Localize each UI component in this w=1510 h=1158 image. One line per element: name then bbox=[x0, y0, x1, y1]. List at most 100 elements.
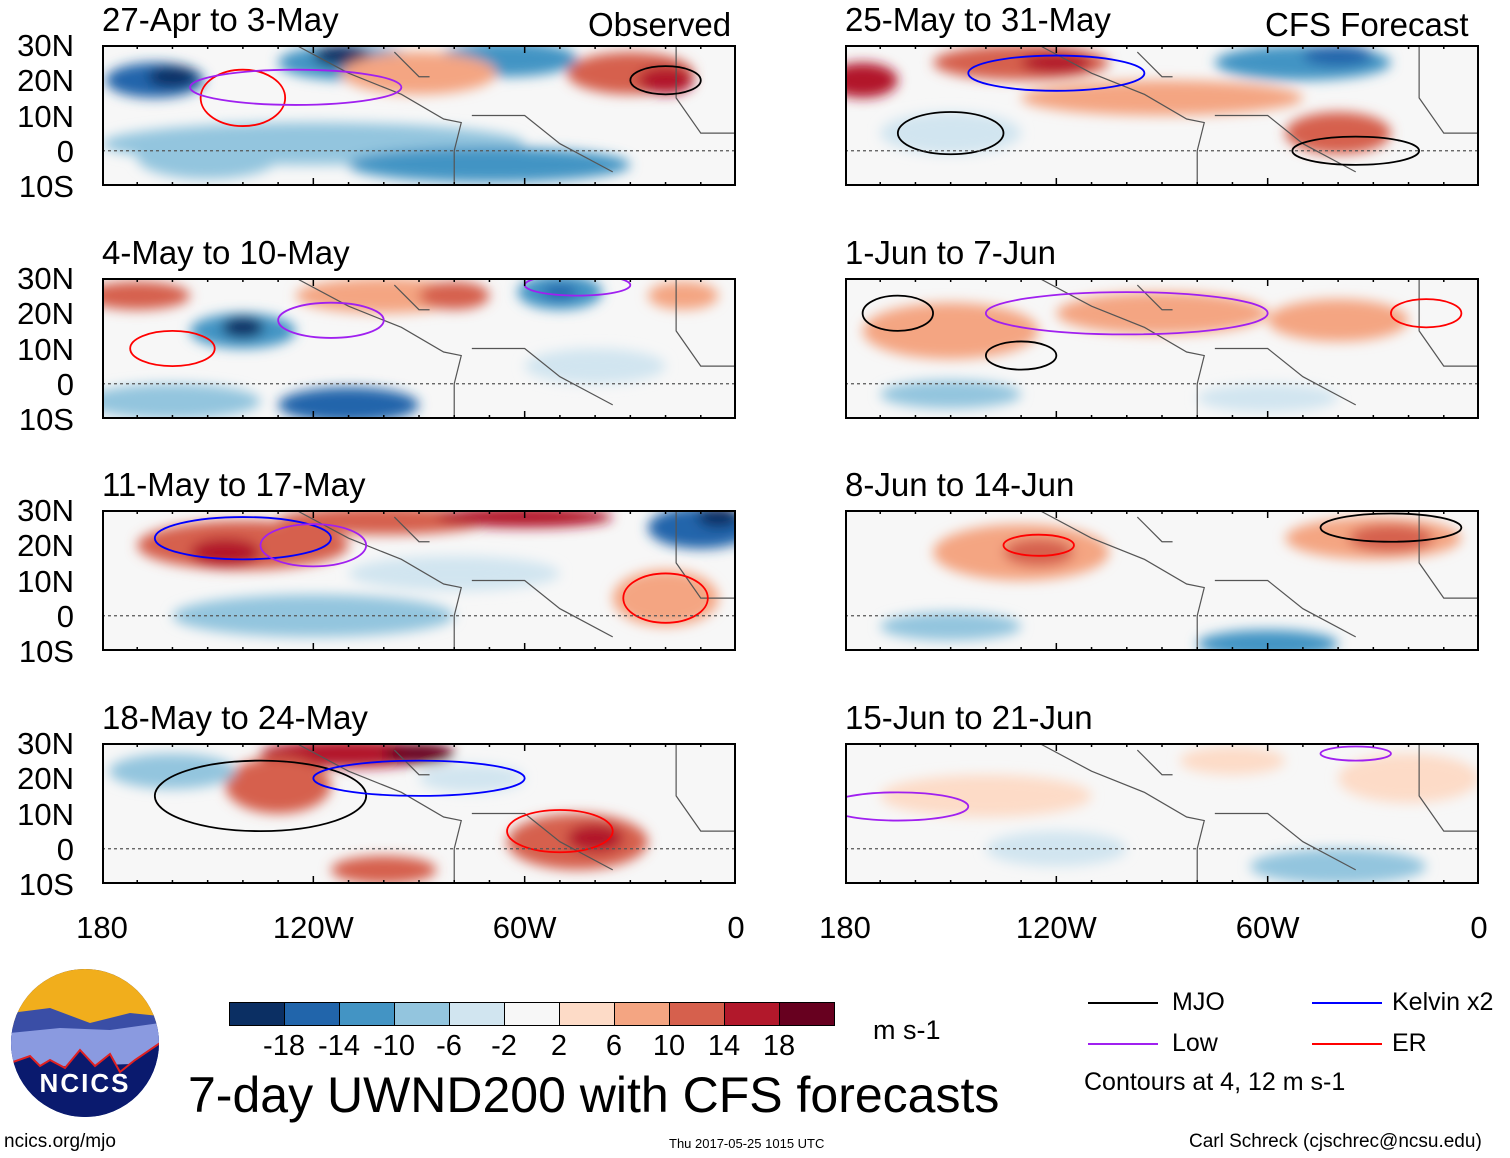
anomaly-region bbox=[225, 757, 331, 814]
anomaly-region bbox=[880, 111, 1022, 155]
anomaly-region bbox=[1021, 80, 1303, 116]
anomaly-region bbox=[566, 824, 624, 853]
colorbar-label: 18 bbox=[762, 1030, 796, 1062]
anomaly-region bbox=[330, 855, 437, 884]
anomaly-region bbox=[1021, 52, 1092, 74]
anomaly-region bbox=[436, 510, 613, 528]
y-tick-label: 0 bbox=[56, 366, 74, 402]
forecast-map-panel bbox=[845, 45, 1479, 186]
logo-text: NCICS bbox=[40, 1068, 131, 1098]
wave-contour bbox=[967, 54, 1146, 92]
y-tick-label: 30N bbox=[17, 726, 74, 761]
wave-contour bbox=[259, 523, 368, 568]
panel-title: 27-Apr to 3-May bbox=[102, 1, 339, 38]
coastline bbox=[295, 278, 736, 419]
y-tick-label: 30N bbox=[17, 493, 74, 528]
y-tick-label: 10S bbox=[18, 634, 74, 669]
legend-low: Low bbox=[1172, 1029, 1218, 1057]
x-tick-label: 120W bbox=[1015, 910, 1097, 945]
wave-contour bbox=[129, 329, 216, 368]
x-tick-label: 60W bbox=[1235, 910, 1300, 945]
anomaly-region bbox=[419, 281, 490, 310]
wave-contour bbox=[312, 759, 526, 797]
coastline bbox=[295, 45, 736, 186]
wave-contour bbox=[1291, 135, 1421, 166]
anomaly-region bbox=[1348, 524, 1434, 553]
anomaly-region bbox=[524, 348, 666, 384]
forecast-map-panel bbox=[845, 510, 1479, 651]
anomaly-region bbox=[190, 538, 261, 567]
colorbar-label: -14 bbox=[318, 1030, 360, 1062]
wave-contour bbox=[199, 68, 287, 127]
y-tick-label: 0 bbox=[56, 598, 74, 634]
colorbar-label: -2 bbox=[491, 1030, 517, 1062]
contour-note: Contours at 4, 12 m s-1 bbox=[1084, 1068, 1346, 1096]
forecast-map-panel bbox=[845, 743, 1479, 884]
wave-contour bbox=[1002, 533, 1075, 557]
colorbar-swatch bbox=[230, 1003, 285, 1025]
colorbar-swatch bbox=[725, 1003, 780, 1025]
anomaly-region bbox=[1250, 848, 1427, 884]
y-tick-label: 30N bbox=[17, 261, 74, 296]
anomaly-region bbox=[1056, 292, 1268, 335]
observed-map-panel bbox=[102, 278, 736, 419]
x-tick-label: 0 bbox=[727, 910, 745, 945]
anomaly-region bbox=[880, 774, 1092, 818]
source-url[interactable]: ncics.org/mjo bbox=[4, 1131, 116, 1152]
y-tick-label: 20N bbox=[17, 63, 74, 99]
colorbar-swatch bbox=[505, 1003, 560, 1025]
observed-map-panel bbox=[102, 510, 736, 651]
anomaly-region bbox=[1197, 629, 1339, 651]
y-tick-label: 10S bbox=[18, 169, 74, 204]
coastline bbox=[295, 743, 736, 884]
y-tick-label: 10N bbox=[17, 563, 74, 599]
wave-contour bbox=[1390, 298, 1463, 329]
colorbar bbox=[229, 1002, 835, 1026]
coastline bbox=[1038, 45, 1479, 186]
anomaly-region bbox=[647, 281, 719, 310]
y-tick-label: 10N bbox=[17, 796, 74, 832]
anomaly-region bbox=[862, 302, 1039, 360]
panel-title: 8-Jun to 14-Jun bbox=[845, 466, 1075, 503]
y-tick-label: 20N bbox=[17, 761, 74, 797]
x-tick-label: 0 bbox=[1470, 910, 1488, 945]
panel-title: 15-Jun to 21-Jun bbox=[845, 699, 1093, 736]
y-tick-label: 10N bbox=[17, 331, 74, 367]
y-tick-label: 10S bbox=[18, 402, 74, 437]
y-tick-label: 20N bbox=[17, 528, 74, 564]
wave-contour bbox=[845, 791, 970, 822]
anomaly-region bbox=[137, 136, 279, 179]
timestamp: Thu 2017-05-25 1015 UTC bbox=[669, 1136, 825, 1151]
x-tick-label: 60W bbox=[492, 910, 557, 945]
colorbar-swatch bbox=[615, 1003, 670, 1025]
y-tick-label: 0 bbox=[56, 133, 74, 169]
anomaly-region bbox=[880, 380, 1022, 409]
anomaly-region bbox=[383, 743, 455, 765]
anomaly-region bbox=[1285, 111, 1391, 155]
anomaly-region bbox=[348, 555, 560, 592]
anomaly-region bbox=[348, 147, 631, 183]
wave-contour bbox=[189, 68, 403, 106]
anomaly-region bbox=[147, 66, 198, 88]
credit: Carl Schreck (cjschrec@ncsu.edu) bbox=[1189, 1131, 1482, 1152]
wave-contour bbox=[506, 809, 614, 854]
anomaly-region bbox=[1197, 383, 1339, 412]
anomaly-region bbox=[313, 45, 370, 67]
legend-kelvin: Kelvin x2 bbox=[1392, 988, 1494, 1016]
y-tick-label: 30N bbox=[17, 28, 74, 63]
panel-title: 25-May to 31-May bbox=[845, 1, 1111, 38]
colorbar-swatch bbox=[340, 1003, 395, 1025]
forecast-map-panel bbox=[845, 278, 1479, 419]
anomaly-region bbox=[1338, 753, 1479, 803]
anomaly-region bbox=[109, 753, 236, 789]
colorbar-swatch bbox=[395, 1003, 450, 1025]
wave-contour bbox=[1319, 745, 1392, 762]
y-tick-label: 0 bbox=[56, 831, 74, 867]
observed-label: Observed bbox=[588, 6, 732, 43]
anomaly-region bbox=[102, 281, 191, 310]
x-tick-label: 180 bbox=[819, 910, 871, 945]
anomaly-region bbox=[542, 285, 578, 300]
x-tick-label: 180 bbox=[76, 910, 128, 945]
x-tick-label: 120W bbox=[272, 910, 354, 945]
